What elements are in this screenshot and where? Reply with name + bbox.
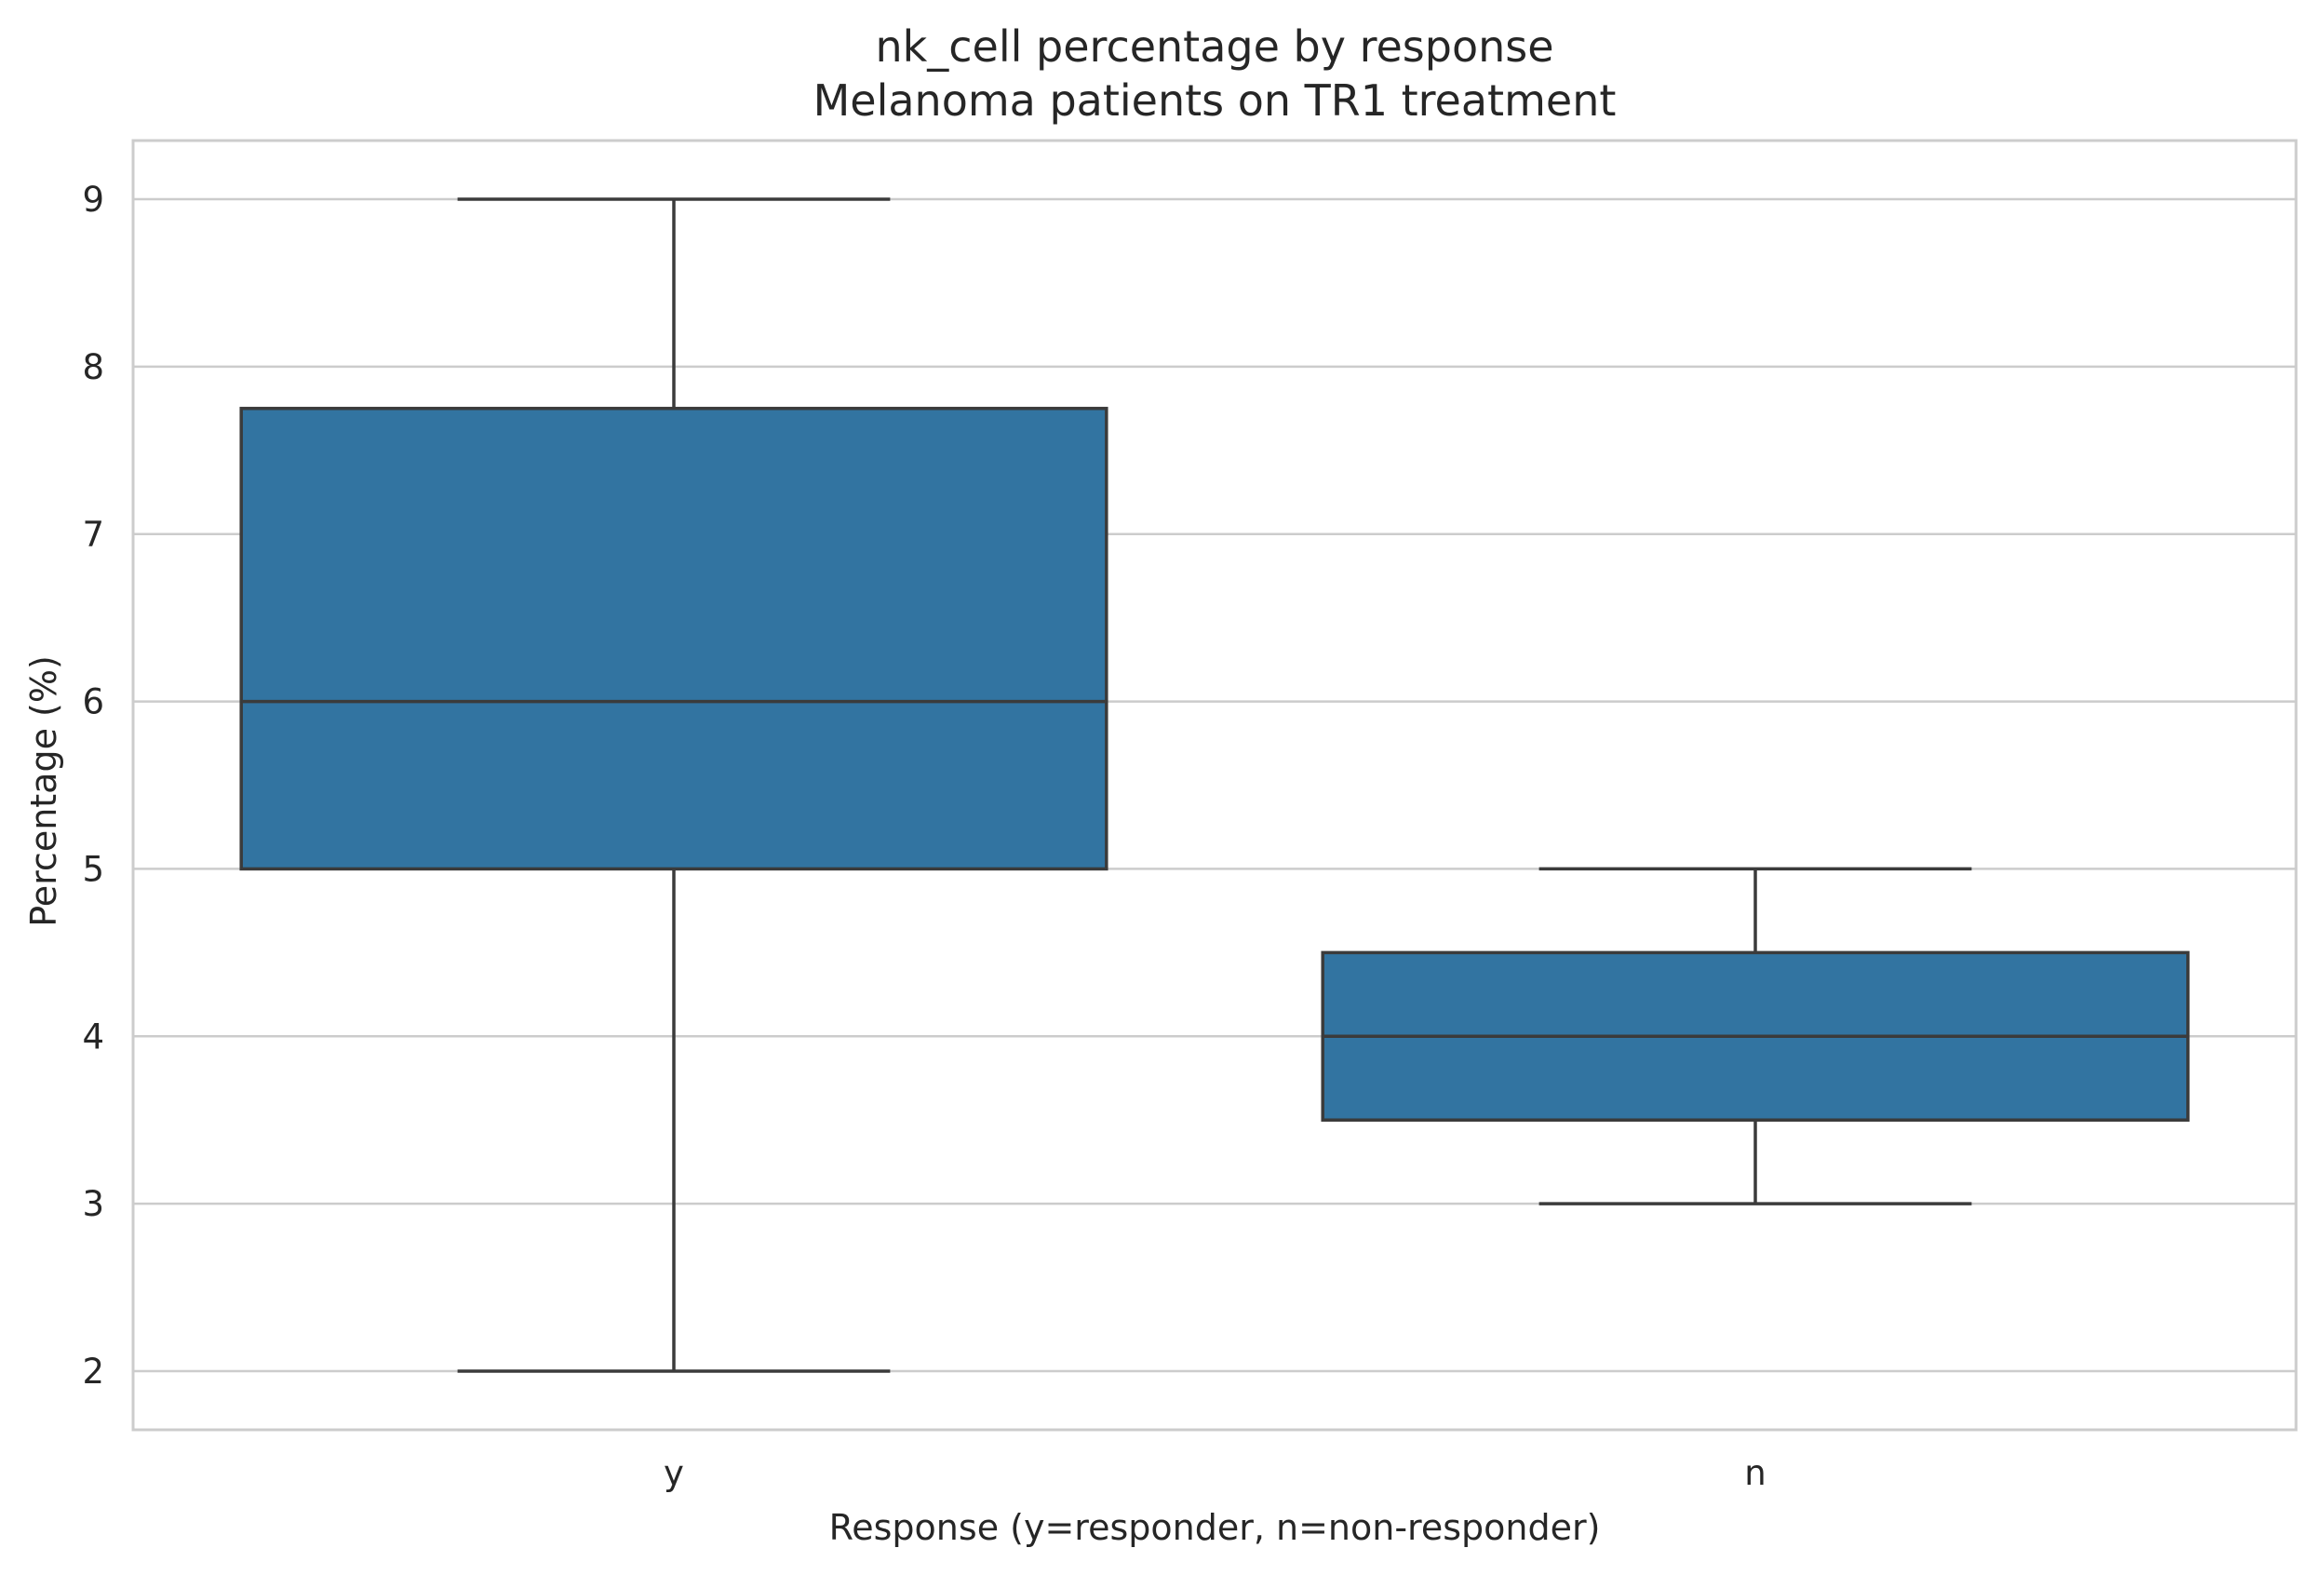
box-series [239,197,2190,1373]
y-tick-label-6: 6 [82,682,104,722]
y-tick-label-2: 2 [82,1352,104,1392]
y-tick-label-8: 8 [82,347,104,387]
y-tick-label-3: 3 [82,1184,104,1224]
box-y [239,197,1108,1373]
x-tick-label-y: y [664,1453,684,1493]
iqr-box-y [239,407,1108,871]
y-tick-labels: 2 3 4 5 6 7 8 9 [82,180,104,1392]
chart-title: nk_cell percentage by response [875,21,1553,72]
y-axis-label: Percentage (%) [23,655,64,927]
y-tick-label-5: 5 [82,849,104,889]
y-tick-label-4: 4 [82,1016,104,1057]
x-tick-label-n: n [1744,1453,1766,1493]
y-tick-label-9: 9 [82,180,104,220]
box-n [1321,867,2190,1205]
chart-subtitle: Melanoma patients on TR1 treatment [813,75,1617,126]
x-axis-label: Response (y=responder, n=non-responder) [829,1507,1601,1548]
plot-frame [131,139,2298,1432]
y-tick-label-7: 7 [82,515,104,555]
